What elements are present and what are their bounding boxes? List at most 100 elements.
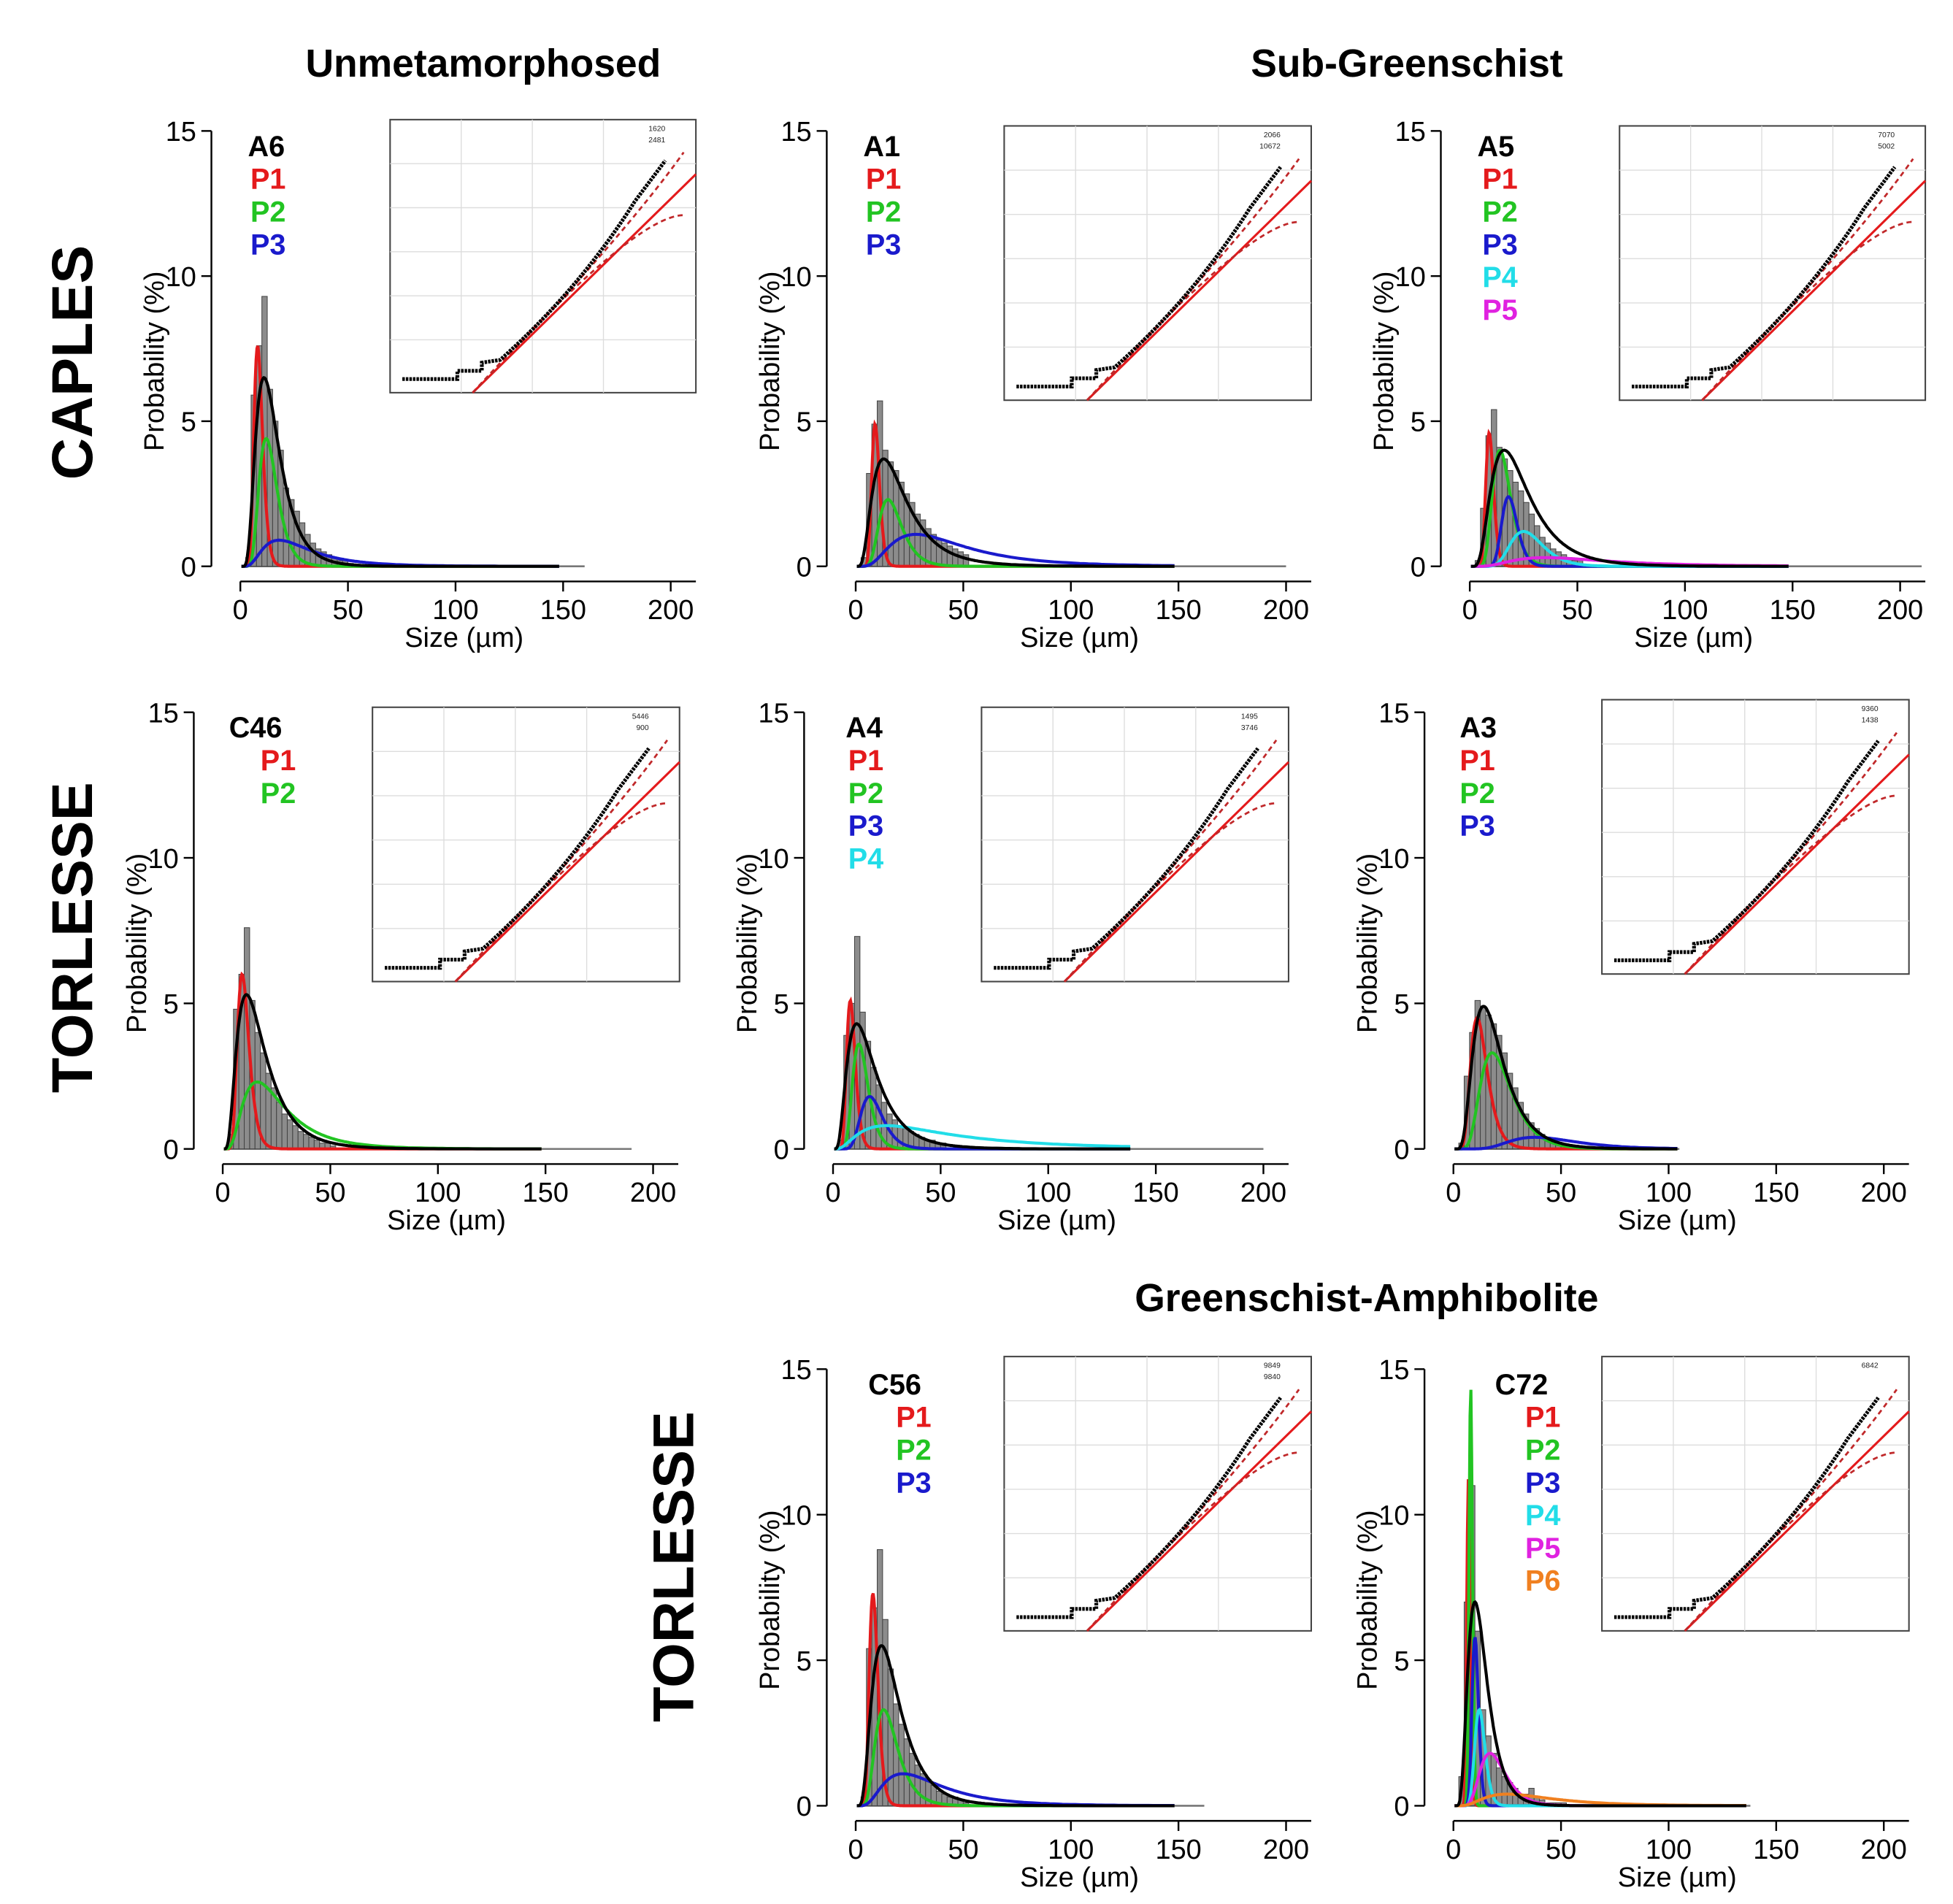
y-tick-label: 10	[1378, 844, 1409, 875]
row-header-greenschist-amphibolite: Greenschist-Amphibolite	[1135, 1277, 1598, 1320]
legend-p2: P2	[250, 196, 285, 228]
x-tick-label: 150	[1132, 1178, 1178, 1208]
inset-upper-bound	[472, 151, 685, 394]
y-tick-label: 0	[1394, 1135, 1409, 1166]
x-tick-label: 0	[215, 1178, 231, 1208]
legend-p1: P1	[1525, 1402, 1560, 1434]
y-tick-label: 10	[781, 262, 812, 293]
x-tick-label: 150	[540, 595, 586, 626]
histogram-bar	[303, 1134, 310, 1150]
legend-p2: P2	[848, 778, 883, 810]
y-tick-label: 0	[797, 1792, 812, 1822]
y-tick-label: 15	[1395, 117, 1426, 147]
legend-p3: P3	[896, 1467, 931, 1499]
histogram-bar	[914, 1765, 921, 1806]
legend-p2: P2	[896, 1434, 931, 1466]
inset-probability-plot: 1620 2481	[389, 118, 697, 394]
x-tick-label: 150	[1156, 595, 1202, 626]
inset-probability-plot: 9849 9840	[1003, 1356, 1313, 1632]
legend-p4: P4	[1482, 261, 1517, 293]
histogram-bar	[897, 1125, 904, 1150]
y-tick-label: 0	[1394, 1792, 1409, 1822]
y-tick-label: 15	[166, 117, 196, 147]
inset-probability-plot: 7070 5002	[1619, 125, 1927, 402]
x-tick-label: 0	[1462, 595, 1478, 626]
y-tick-label: 15	[148, 698, 179, 729]
x-tick-label: 200	[1877, 595, 1923, 626]
inset-frame	[372, 706, 680, 983]
y-axis-label: Probability (%)	[122, 853, 153, 1033]
inset-point-label: 7070	[1878, 131, 1895, 139]
histogram-bar	[276, 1102, 283, 1150]
y-tick-label: 15	[759, 698, 789, 729]
inset-upper-bound	[1086, 1389, 1300, 1632]
inset-sample-points	[1614, 740, 1880, 962]
y-axis-label: Probability (%)	[1353, 853, 1384, 1033]
x-axis-label: Size (µm)	[1020, 1862, 1139, 1893]
x-tick-label: 0	[233, 595, 248, 626]
x-axis-label: Size (µm)	[404, 623, 523, 653]
x-tick-label: 150	[523, 1178, 569, 1208]
legend-p5: P5	[1482, 294, 1517, 326]
legend-p1: P1	[250, 164, 285, 196]
y-tick-label: 0	[181, 553, 196, 583]
x-axis-label: Size (µm)	[1618, 1205, 1737, 1236]
inset-upper-bound	[1086, 158, 1300, 402]
y-tick-label: 5	[797, 407, 812, 438]
y-axis-label: Probability (%)	[755, 1510, 786, 1689]
total-fit-curve	[223, 993, 542, 1151]
y-axis-label: Probability (%)	[755, 272, 786, 451]
inset-point-label: 3746	[1241, 724, 1258, 732]
sample-label: A3	[1459, 712, 1497, 744]
x-tick-label: 0	[848, 1835, 863, 1865]
inset-fit-line	[1684, 1410, 1910, 1632]
y-tick-label: 5	[1394, 1646, 1409, 1677]
inset-point-label: 900	[636, 724, 648, 732]
x-tick-label: 100	[415, 1178, 461, 1208]
legend-p2: P2	[1459, 778, 1495, 810]
component-curve-p3	[856, 1772, 1175, 1808]
inset-point-label: 9360	[1862, 705, 1879, 713]
y-tick-label: 15	[1378, 698, 1409, 729]
x-tick-label: 200	[1240, 1178, 1286, 1208]
sample-label: A1	[863, 131, 900, 163]
inset-probability-plot: 5446 900	[372, 706, 680, 983]
inset-point-label: 9840	[1264, 1373, 1281, 1381]
y-tick-label: 15	[781, 117, 812, 147]
x-tick-label: 200	[1861, 1835, 1907, 1865]
inset-lower-bound	[1684, 794, 1897, 975]
x-tick-label: 100	[1048, 595, 1094, 626]
legend-p2: P2	[866, 196, 901, 228]
legend-p1: P1	[1459, 745, 1495, 777]
total-fit-curve	[834, 1022, 1131, 1151]
row-label-caples: CAPLES	[39, 245, 104, 480]
legend-p3: P3	[250, 229, 285, 261]
histogram-bar	[946, 545, 954, 567]
legend-p3: P3	[1459, 810, 1495, 842]
histogram-bar	[952, 548, 959, 567]
y-tick-label: 0	[774, 1135, 789, 1166]
inset-probability-plot: 9360 1438	[1601, 699, 1910, 975]
y-tick-label: 10	[781, 1501, 812, 1532]
inset-lower-bound	[1086, 1451, 1300, 1632]
total-fit-curve	[1454, 1005, 1678, 1151]
total-fit-curve	[856, 457, 1175, 568]
component-curve-p4	[834, 1124, 1131, 1151]
x-tick-label: 100	[1646, 1835, 1692, 1865]
inset-upper-bound	[1684, 732, 1898, 975]
inset-frame	[1619, 125, 1927, 402]
x-tick-label: 50	[1562, 595, 1592, 626]
y-tick-label: 10	[1378, 1501, 1409, 1532]
inset-lower-bound	[472, 214, 684, 394]
legend-p4: P4	[1525, 1500, 1560, 1532]
x-tick-label: 100	[1025, 1178, 1071, 1208]
inset-fit-line	[1684, 753, 1910, 975]
total-fit-curve	[1470, 448, 1789, 568]
y-tick-label: 0	[1411, 553, 1426, 583]
